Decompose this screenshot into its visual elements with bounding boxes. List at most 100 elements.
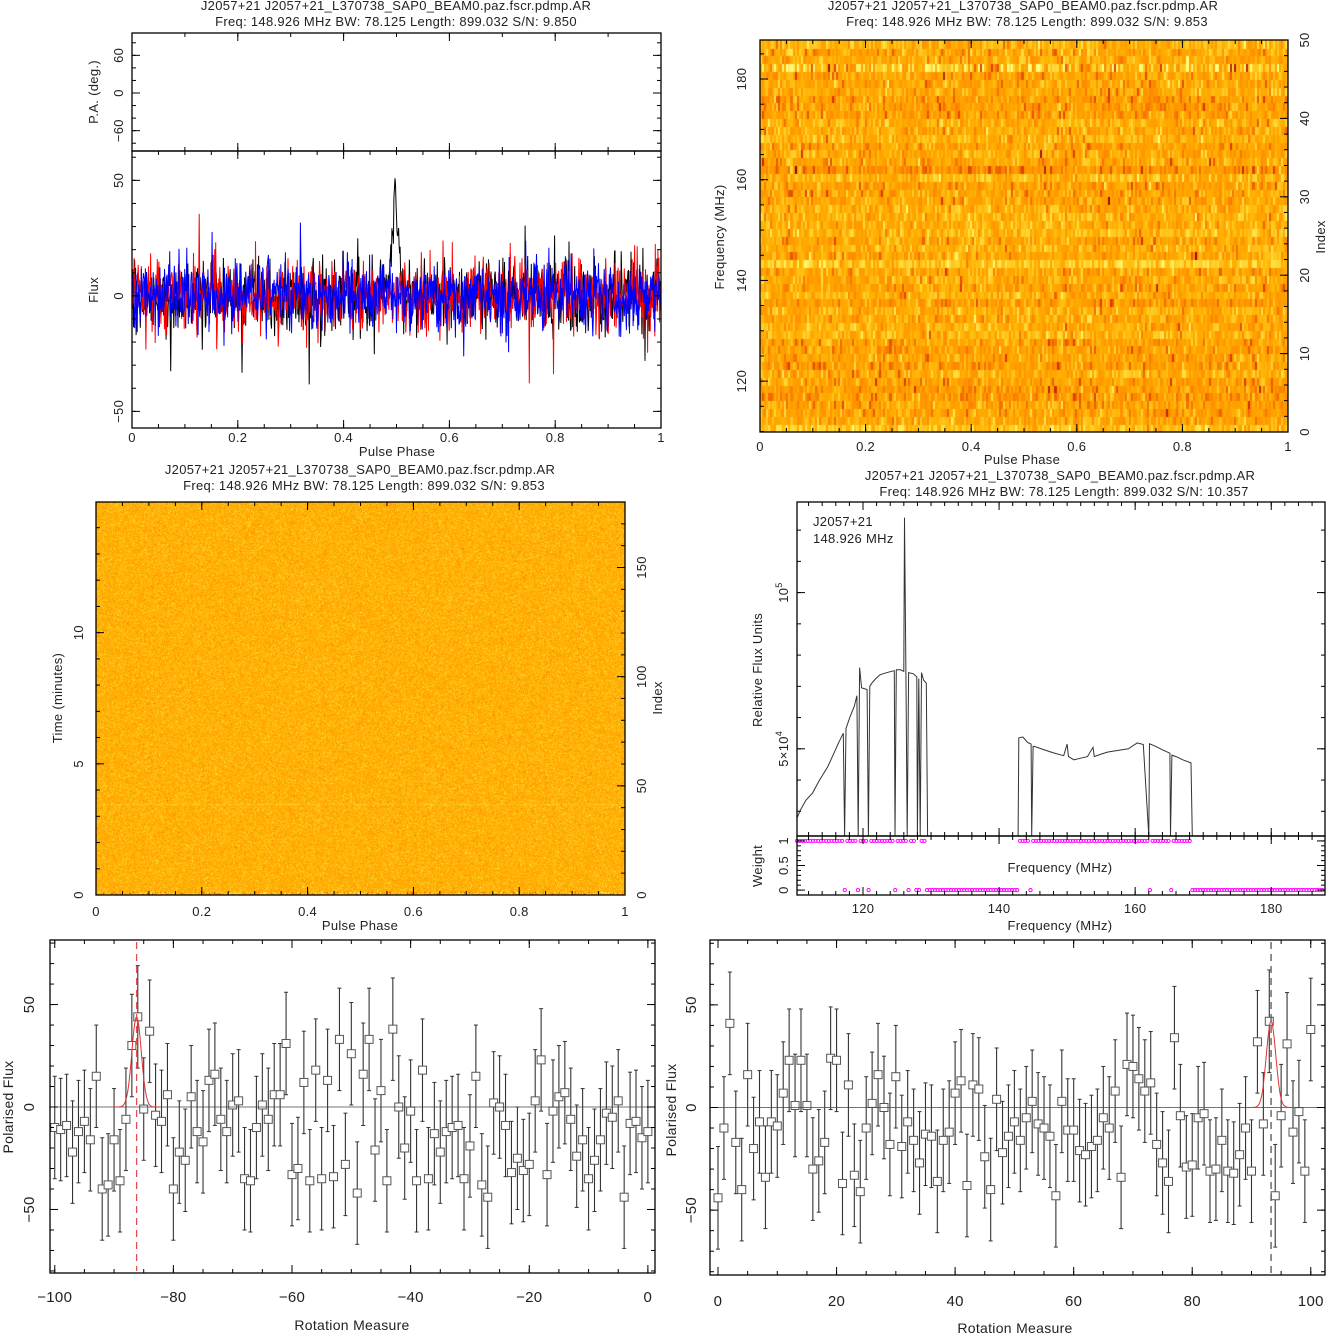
point-marker xyxy=(245,1176,255,1186)
weight-point xyxy=(924,888,930,893)
rm-data-point xyxy=(364,987,374,1092)
x-tick-label: 0 xyxy=(756,439,764,454)
weight-point xyxy=(1163,838,1168,843)
point-marker xyxy=(417,1065,427,1075)
point-marker xyxy=(613,1096,623,1106)
rm-data-point xyxy=(584,1127,594,1231)
point-marker xyxy=(790,1100,800,1110)
point-marker xyxy=(631,1116,641,1126)
rm-data-point xyxy=(79,1069,89,1174)
rm-data-point xyxy=(837,1131,847,1236)
point-marker xyxy=(1152,1139,1162,1149)
point-marker xyxy=(1134,1074,1144,1084)
rm-data-point xyxy=(920,1082,930,1187)
point-marker xyxy=(1051,1191,1061,1201)
x-tick-label: 0.4 xyxy=(962,439,981,454)
rm-data-point xyxy=(1164,1129,1174,1234)
x-tick-label: 20 xyxy=(828,1293,845,1310)
point-marker xyxy=(370,1145,380,1155)
weight-point xyxy=(1123,838,1129,843)
x-tick-label: −100 xyxy=(37,1289,72,1306)
point-marker xyxy=(1282,1039,1292,1049)
point-marker xyxy=(79,1116,89,1126)
weight-point xyxy=(1081,838,1086,843)
x-tick-label: 140 xyxy=(988,901,1011,916)
weight-point xyxy=(850,838,855,843)
point-marker xyxy=(760,1172,770,1182)
point-marker xyxy=(1098,1113,1108,1123)
point-marker xyxy=(566,1114,576,1124)
weight-point xyxy=(826,838,831,843)
weight-point xyxy=(1121,838,1126,843)
rm-data-point xyxy=(932,1129,942,1234)
point-marker xyxy=(909,1135,919,1145)
point-marker xyxy=(186,1092,196,1102)
point-marker xyxy=(162,1090,172,1100)
weight-point xyxy=(972,888,977,893)
y-tick-label: 160 xyxy=(734,168,749,191)
point-marker xyxy=(329,1172,339,1182)
weight-point xyxy=(845,838,850,843)
rm-data-point xyxy=(453,1073,463,1178)
point-marker xyxy=(210,1069,220,1079)
weight-point xyxy=(1041,838,1046,843)
bandpass-xlabel: Frequency (MHz) xyxy=(1008,918,1113,933)
weight-point xyxy=(834,838,839,843)
time-phase-index-label: Index xyxy=(650,681,665,715)
weight-point xyxy=(959,888,964,893)
tick-exponent: 5 xyxy=(774,582,784,587)
point-marker xyxy=(1128,1061,1138,1071)
point-marker xyxy=(897,1142,907,1152)
point-marker xyxy=(820,1137,830,1147)
point-marker xyxy=(1146,1078,1156,1088)
weight-point xyxy=(832,838,837,843)
weight-point xyxy=(858,838,863,843)
x-axis-ticks xyxy=(717,940,1312,1275)
weight-point xyxy=(855,888,861,893)
point-marker xyxy=(334,1034,344,1044)
point-marker xyxy=(364,1034,374,1044)
weight-point xyxy=(1301,888,1306,893)
weight-point xyxy=(1145,838,1150,843)
weight-point xyxy=(1139,838,1145,843)
rm-right-points xyxy=(713,969,1316,1250)
weight-point xyxy=(1100,838,1105,843)
weight-point xyxy=(1304,888,1309,893)
rm-data-point xyxy=(299,1030,309,1135)
point-marker xyxy=(998,1148,1008,1158)
weight-point xyxy=(866,888,871,893)
weight-point xyxy=(1259,888,1264,893)
weight-point xyxy=(1254,888,1259,893)
rm-data-point xyxy=(909,1088,919,1193)
rm-data-point xyxy=(950,1041,960,1145)
x-tick-label: 0 xyxy=(714,1293,723,1310)
point-marker xyxy=(346,1049,356,1059)
rm-data-point xyxy=(1116,1125,1126,1230)
point-marker xyxy=(139,1104,149,1114)
point-marker xyxy=(459,1174,469,1184)
rm-data-point xyxy=(1152,1092,1162,1197)
weight-point xyxy=(1007,888,1012,893)
x-axis-ticks xyxy=(95,502,626,895)
point-marker xyxy=(1039,1123,1049,1133)
tick-exponent: 4 xyxy=(774,731,784,736)
y-tick-label: −50 xyxy=(21,1196,38,1222)
point-marker xyxy=(944,1127,954,1137)
weight-point xyxy=(1065,838,1070,843)
weight-point xyxy=(824,838,829,843)
point-marker xyxy=(423,1174,433,1184)
point-marker xyxy=(1270,1191,1280,1201)
weight-point xyxy=(885,838,890,843)
rm-data-point xyxy=(127,993,137,1098)
point-marker xyxy=(1164,1176,1174,1186)
rm-data-point xyxy=(867,1051,877,1156)
point-marker xyxy=(1199,1109,1209,1119)
weight-point xyxy=(988,888,993,893)
rm-data-point xyxy=(281,991,291,1096)
rm-data-point xyxy=(643,1079,653,1184)
x-axis-ticks xyxy=(759,40,1289,432)
point-marker xyxy=(772,1121,782,1131)
point-marker xyxy=(903,1117,913,1127)
rm-data-point xyxy=(1140,1039,1150,1143)
point-marker xyxy=(737,1185,747,1195)
